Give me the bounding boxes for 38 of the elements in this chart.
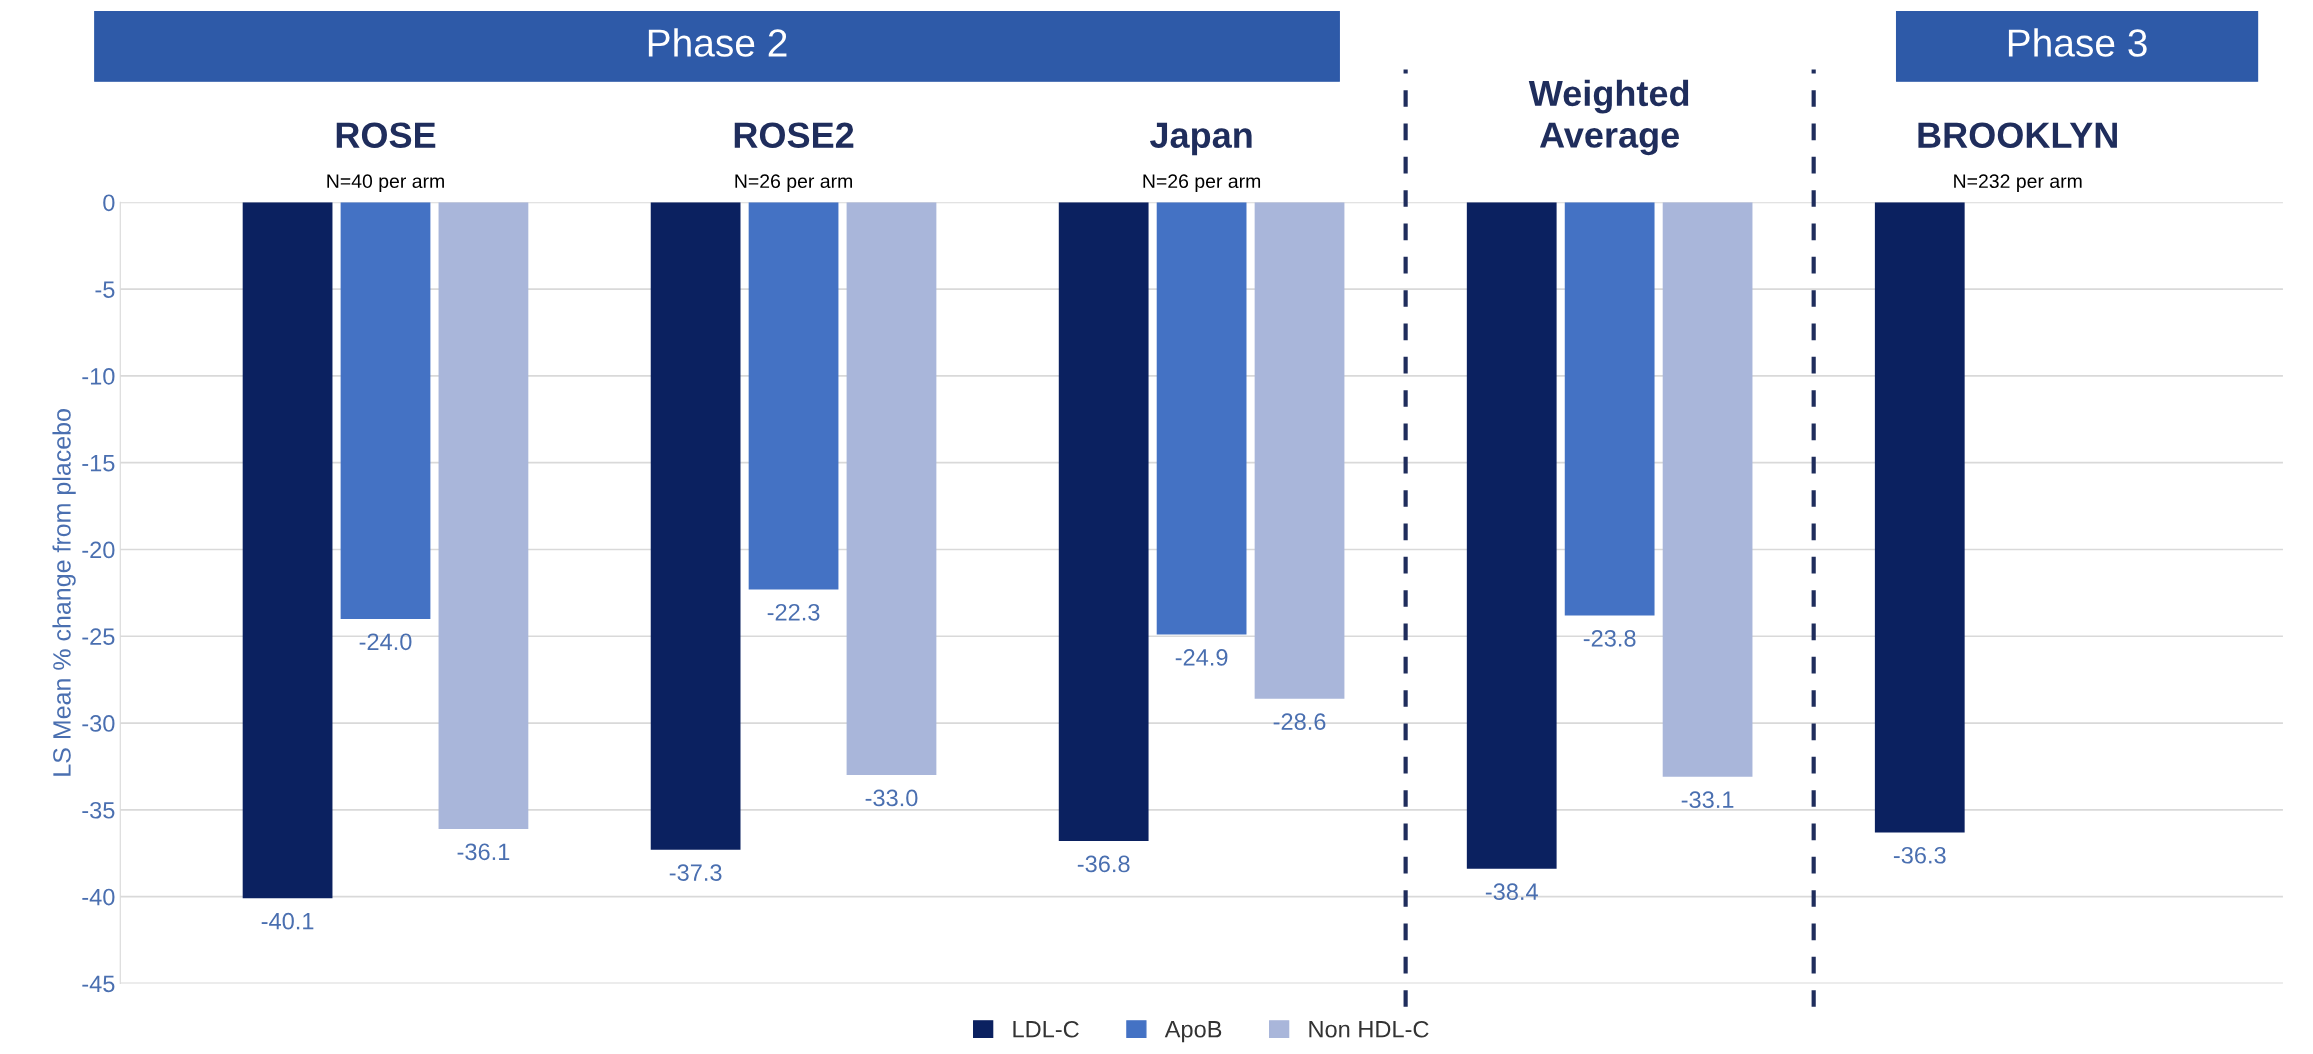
data-label: -33.1	[1681, 791, 1734, 809]
x-tick-label: Weighted Average	[1528, 79, 1689, 156]
data-label: -40.1	[261, 912, 314, 930]
data-label: -37.3	[669, 864, 722, 881]
y-axis-title: LS Mean % change from placebo	[52, 409, 76, 776]
y-tick-label: -40	[82, 888, 115, 906]
data-label: -36.1	[457, 843, 510, 861]
y-tick-label: -5	[95, 281, 115, 298]
data-label: -28.6	[1273, 713, 1326, 730]
legend-label: ApoB	[1164, 1021, 1222, 1043]
y-tick-label: -20	[82, 541, 115, 559]
x-tick-label: ROSE2	[734, 122, 854, 149]
y-tick-label: -25	[82, 628, 115, 646]
text: Phase 2	[648, 28, 787, 57]
x-tick-label: Japan	[1149, 122, 1252, 156]
data-label: -36.8	[1077, 855, 1130, 873]
data-label: -36.3	[1893, 846, 1946, 864]
data-label: -24.0	[359, 633, 412, 651]
text: N=232 per arm	[1954, 174, 2082, 192]
legend-label: LDL-C	[1013, 1020, 1079, 1038]
y-tick-label: -30	[82, 715, 115, 732]
text: N=40 per arm	[327, 174, 444, 192]
y-tick-label: -45	[82, 975, 115, 993]
y-tick-label: -10	[82, 367, 115, 385]
y-tick-label: -35	[82, 801, 115, 819]
data-label: -38.4	[1485, 883, 1538, 901]
text: N=26 per arm	[735, 174, 852, 192]
y-tick-label: 0	[103, 194, 115, 212]
x-tick-label: BROOKLYN	[1918, 122, 2117, 149]
data-label: -33.0	[865, 789, 918, 807]
y-tick-label: -15	[82, 455, 115, 472]
text: N=26 per arm	[1143, 174, 1261, 192]
text: Phase 3	[2008, 28, 2147, 57]
data-label: -24.9	[1175, 649, 1228, 666]
data-label: -22.3	[767, 603, 820, 621]
legend-label: Non HDL-C	[1309, 1020, 1429, 1038]
data-label: -23.8	[1583, 629, 1636, 647]
x-tick-label: ROSE	[336, 122, 436, 149]
